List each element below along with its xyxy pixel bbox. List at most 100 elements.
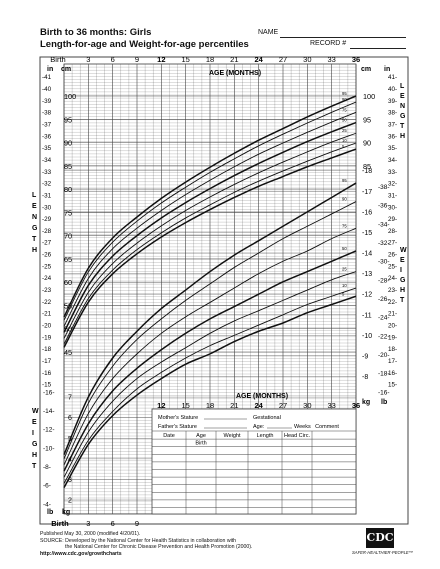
length-cm-tick: 80 [64, 185, 72, 194]
record-field[interactable] [350, 40, 406, 49]
length-in-tick: -26 [42, 252, 52, 259]
length-side-letter-right: L [400, 83, 405, 90]
weight-curve-label: 90 [342, 197, 347, 202]
length-cm-tick: 70 [64, 232, 72, 241]
weight-kg-tick-right: -14 [362, 251, 372, 258]
weight-side-letter-left: G [32, 441, 38, 448]
length-in-tick-right: 17- [388, 358, 397, 365]
length-in-tick: -16 [42, 370, 52, 377]
bottom-tick-label: Birth [51, 519, 69, 528]
length-in-tick-right: 27- [388, 240, 397, 247]
length-in-tick: -19 [42, 334, 52, 341]
weight-lb-tick-right: -20- [378, 352, 390, 359]
weight-kg-tick-right: -10 [362, 333, 372, 340]
mid-tick-label: 21 [230, 401, 238, 410]
length-side-letter-right: G [400, 113, 406, 120]
unit-in-left: in [47, 66, 53, 73]
length-in-tick-right: 21- [388, 311, 397, 318]
length-cm-tick-right: 100 [363, 92, 375, 101]
length-in-tick-right: 18- [388, 346, 397, 353]
birth-row-age: Birth [195, 441, 206, 447]
length-curve-p25 [63, 132, 357, 339]
mid-axis-title: AGE (MONTHS) [236, 393, 288, 400]
weight-curve-p95 [63, 182, 357, 456]
weight-kg-tick-left: 7 [68, 395, 72, 402]
weight-curve-p50 [63, 250, 357, 472]
length-curve-label: 95 [342, 91, 347, 96]
weight-curve-p90 [63, 201, 357, 460]
top-tick-label: 9 [135, 55, 139, 64]
weight-kg-tick-right: -13 [362, 271, 372, 278]
unit-lb-left: lb [47, 509, 53, 516]
length-in-tick: -22 [42, 299, 52, 306]
unit-kg-left: kg [62, 509, 70, 516]
length-in-tick-right: 40- [388, 86, 397, 93]
top-tick-label: 3 [86, 55, 90, 64]
length-curve-p95 [63, 95, 357, 318]
weight-curve-p25 [63, 271, 357, 478]
length-side-letter-right: T [400, 123, 405, 130]
weight-curve-label: 25 [342, 267, 347, 272]
length-in-tick-right: 28- [388, 228, 397, 235]
length-in-tick-right: 34- [388, 157, 397, 164]
source-url[interactable]: http://www.cdc.gov/growthcharts [40, 550, 122, 557]
weight-lb-tick-right: -18- [378, 371, 390, 378]
mid-tick-label: 33 [327, 401, 335, 410]
length-in-tick-right: 22- [388, 299, 397, 306]
weight-curve-p10 [63, 287, 357, 484]
length-in-tick: -40 [42, 86, 52, 93]
record-label: RECORD # [310, 40, 347, 47]
length-in-tick: -34 [42, 157, 52, 164]
table-col-header: Age [196, 433, 206, 439]
weight-lb-tick-left: -6- [43, 483, 51, 490]
weight-side-letter-left: H [32, 452, 37, 459]
cdc-tagline: SAFER·HEALTHIER·PEOPLE™ [352, 550, 413, 555]
weight-lb-tick-left: -8- [43, 464, 51, 471]
weight-kg-tick-right: -9 [362, 353, 368, 360]
top-tick-label: 18 [206, 55, 214, 64]
weight-curve-label: 10 [342, 283, 347, 288]
mid-tick-label: 12 [157, 401, 165, 410]
length-curve-label: 25 [342, 128, 347, 133]
length-in-tick: -25 [42, 263, 52, 270]
page-title: Birth to 36 months: Girls [40, 27, 152, 38]
source-note-2: the National Center for Chronic Disease … [65, 544, 253, 551]
weight-side-letter: W [400, 247, 407, 254]
name-field[interactable] [280, 29, 406, 38]
length-cm-tick: 55 [64, 301, 72, 310]
weight-lb-tick-right: -34- [378, 221, 390, 228]
length-cm-tick-right: 90 [363, 139, 371, 148]
weight-lb-tick-right: -32- [378, 240, 390, 247]
weight-lb-tick-right: -26- [378, 296, 390, 303]
length-side-letter-right: N [400, 103, 405, 110]
weight-side-letter: G [400, 277, 406, 284]
length-in-tick-right: 25- [388, 263, 397, 270]
fathers-stature-label: Father's Stature [158, 424, 197, 430]
gestational-label: Gestational [253, 415, 281, 421]
weight-lb-tick-right: -36- [378, 203, 390, 210]
length-in-tick: -32 [42, 181, 52, 188]
weight-lb-tick-right: -28- [378, 277, 390, 284]
top-tick-label: 24 [254, 55, 263, 64]
length-in-tick: -23 [42, 287, 52, 294]
weight-lb-tick-right: -16- [378, 389, 390, 396]
weight-curve-label: 95 [342, 178, 347, 183]
table-col-header: Length [257, 433, 274, 439]
length-cm-tick-right: 85 [363, 162, 371, 171]
length-in-tick-right: 24- [388, 275, 397, 282]
top-tick-label: Birth [50, 55, 65, 64]
weight-side-letter: T [400, 297, 405, 304]
mid-tick-label: 30 [303, 401, 311, 410]
length-side-letter: G [32, 225, 38, 232]
length-in-tick-right: 20- [388, 323, 397, 330]
published-note: Published May 30, 2000 (modified 4/20/01… [40, 531, 141, 537]
length-side-letter: H [32, 247, 37, 254]
length-curve-label: 50 [342, 118, 347, 123]
weight-curve-label: 50 [342, 246, 347, 251]
length-in-tick: -15 [42, 382, 52, 389]
mid-tick-label: 27 [279, 401, 287, 410]
length-curve-label: 10 [342, 138, 347, 143]
length-in-tick: -37 [42, 122, 52, 129]
